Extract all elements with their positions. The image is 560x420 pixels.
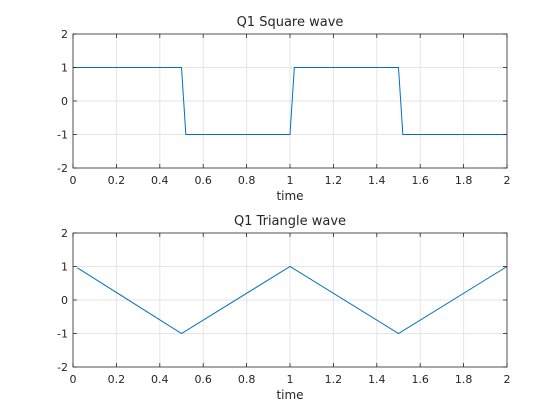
x-tick-label: 1.8 <box>455 174 473 187</box>
y-tick-label: 0 <box>61 294 68 307</box>
x-tick-label: 0 <box>70 174 77 187</box>
x-axis-label: time <box>276 189 303 203</box>
x-tick-label: 2 <box>504 373 511 386</box>
x-tick-label: 0.4 <box>151 174 169 187</box>
x-tick-label: 1.8 <box>455 373 473 386</box>
y-tick-label: -1 <box>57 129 68 142</box>
y-tick-label: 2 <box>61 227 68 240</box>
series-line <box>73 67 507 135</box>
x-tick-label: 0.6 <box>194 174 212 187</box>
series-line <box>77 265 508 335</box>
x-tick-label: 0.6 <box>194 373 212 386</box>
x-tick-label: 1.2 <box>325 174 343 187</box>
y-tick-label: 2 <box>61 28 68 41</box>
x-tick-label: 0.4 <box>151 373 169 386</box>
x-tick-label: 1 <box>287 373 294 386</box>
x-tick-label: 1 <box>287 174 294 187</box>
x-tick-label: 1.6 <box>411 174 429 187</box>
x-tick-label: 1.4 <box>368 174 386 187</box>
y-tick-label: 1 <box>61 261 68 274</box>
chart-title: Q1 Square wave <box>237 15 344 30</box>
x-tick-label: 1.4 <box>368 373 386 386</box>
x-tick-label: 0.8 <box>238 373 256 386</box>
x-tick-label: 2 <box>504 174 511 187</box>
y-tick-label: -2 <box>57 361 68 374</box>
x-tick-label: 0.2 <box>108 174 126 187</box>
y-tick-label: -2 <box>57 162 68 175</box>
x-axis-label: time <box>276 388 303 402</box>
x-tick-label: 0.2 <box>108 373 126 386</box>
chart-title: Q1 Triangle wave <box>234 214 346 229</box>
square-wave-chart: 0 0.2 0.4 0.6 0.8 1 1.2 1.4 1.6 1.8 2 -2 -1 0 1 2 Q1 Squ… <box>57 15 510 203</box>
x-tick-label: 0.8 <box>238 174 256 187</box>
y-tick-label: -1 <box>57 328 68 341</box>
y-tick-label: 0 <box>61 95 68 108</box>
x-tick-label: 0 <box>70 373 77 386</box>
y-tick-label: 1 <box>61 62 68 75</box>
x-tick-label: 1.6 <box>411 373 429 386</box>
triangle-wave-chart: 0 0.2 0.4 0.6 0.8 1 1.2 1.4 1.6 1.8 2 -2 -1 0 1 2 Q1 Tri… <box>57 214 510 402</box>
x-tick-label: 1.2 <box>325 373 343 386</box>
